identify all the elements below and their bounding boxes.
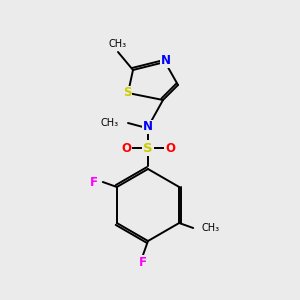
Text: N: N bbox=[161, 55, 171, 68]
Text: CH₃: CH₃ bbox=[109, 39, 127, 49]
Text: CH₃: CH₃ bbox=[201, 223, 219, 233]
Text: F: F bbox=[90, 176, 98, 188]
Text: O: O bbox=[165, 142, 175, 154]
Text: N: N bbox=[143, 121, 153, 134]
Text: S: S bbox=[123, 86, 131, 100]
Text: O: O bbox=[121, 142, 131, 154]
Text: CH₃: CH₃ bbox=[101, 118, 119, 128]
Text: F: F bbox=[139, 256, 147, 268]
Text: S: S bbox=[143, 142, 153, 154]
